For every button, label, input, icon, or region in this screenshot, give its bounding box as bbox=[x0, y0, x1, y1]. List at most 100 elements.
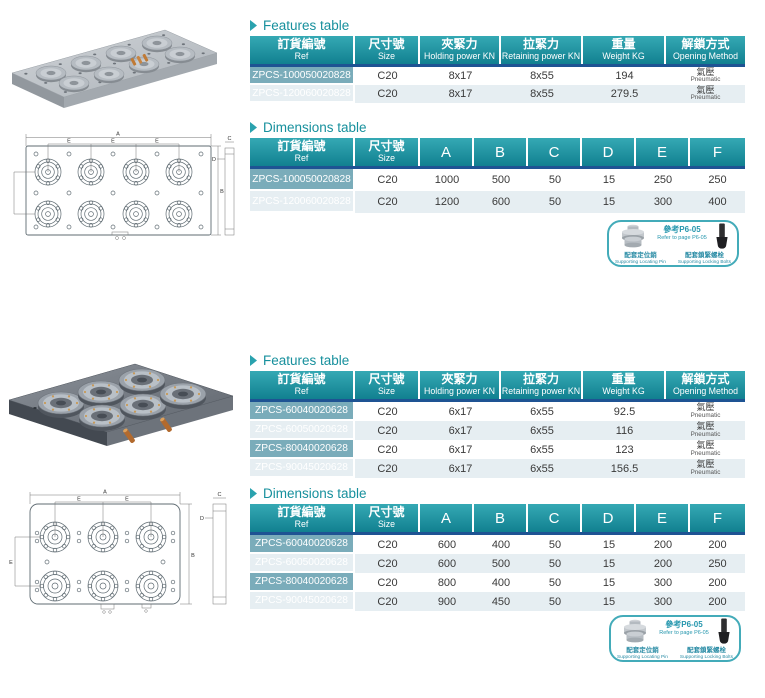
data-cell: 6x17 bbox=[420, 459, 501, 478]
dimensions-table-bottom: 訂貨編號 Ref 尺寸號 Size A B C D E F ZPCS-6004002… bbox=[250, 504, 745, 611]
data-cell: 15 bbox=[582, 592, 636, 611]
data-cell: 15 bbox=[582, 535, 636, 554]
data-cell: C20 bbox=[355, 554, 420, 573]
table-header-row: 訂貨編號 Ref 尺寸號 Size 夾緊力 Holding power KN 拉緊力 R… bbox=[250, 371, 745, 399]
data-cell: 15 bbox=[582, 191, 636, 213]
col-size: 尺寸號 Size bbox=[355, 504, 420, 532]
table-row: ZPCS-80040020628 C20 800 400 50 15 300 2… bbox=[250, 573, 745, 592]
data-cell: 250 bbox=[690, 169, 745, 191]
header-divider bbox=[250, 399, 745, 402]
data-cell: 400 bbox=[474, 535, 528, 554]
data-cell: 200 bbox=[636, 554, 690, 573]
data-cell: 15 bbox=[582, 169, 636, 191]
ref-cell: ZPCS-90045020628 bbox=[250, 459, 355, 478]
data-cell: 200 bbox=[690, 535, 745, 554]
data-cell: 600 bbox=[420, 554, 474, 573]
data-cell: 15 bbox=[582, 573, 636, 592]
dimensions-table-top: 訂貨編號 Ref 尺寸號 Size A B C D E F ZPCS-1000500… bbox=[250, 138, 745, 213]
table-row: ZPCS-60040020628 C20 6x17 6x55 92.5 氣壓 Pn… bbox=[250, 402, 745, 421]
col-b: B bbox=[474, 138, 528, 166]
data-cell: 800 bbox=[420, 573, 474, 592]
col-f: F bbox=[690, 138, 745, 166]
data-cell: 600 bbox=[474, 191, 528, 213]
col-weight: 重量 Weight KG bbox=[583, 36, 666, 64]
chevron-icon bbox=[250, 19, 257, 31]
table-row: ZPCS-100050020828 C20 1000 500 50 15 250… bbox=[250, 169, 745, 191]
air-fittings bbox=[123, 417, 172, 443]
data-cell: 156.5 bbox=[583, 459, 666, 478]
locating-pin-label: 配套定位銷 Supporting Locating Pin bbox=[616, 647, 668, 660]
heading-text: Dimensions table bbox=[263, 485, 367, 501]
locking-bolt-icon bbox=[718, 618, 730, 644]
opening-method-cell: 氣壓 Pneumatic bbox=[666, 421, 745, 440]
col-size: 尺寸號 Size bbox=[355, 36, 420, 64]
heading-text: Features table bbox=[263, 352, 350, 368]
data-cell: 15 bbox=[582, 554, 636, 573]
technical-drawing-6-clamp-plate: A E E B C D E bbox=[9, 490, 227, 614]
table-row: ZPCS-90045020628 C20 6x17 6x55 156.5 氣壓 P… bbox=[250, 459, 745, 478]
header-divider bbox=[250, 532, 745, 535]
col-opening-method: 解鎖方式 Opening Method bbox=[666, 36, 745, 64]
data-cell: 50 bbox=[528, 554, 582, 573]
data-cell: C20 bbox=[355, 421, 420, 440]
table-row: ZPCS-80040020628 C20 6x17 6x55 123 氣壓 Pne… bbox=[250, 440, 745, 459]
table-row: ZPCS-60050020628 C20 6x17 6x55 116 氣壓 Pne… bbox=[250, 421, 745, 440]
data-cell: 6x17 bbox=[420, 421, 501, 440]
data-cell: 6x17 bbox=[420, 440, 501, 459]
data-cell: 200 bbox=[690, 592, 745, 611]
dim-label-c: C bbox=[228, 136, 232, 142]
dim-label-e: E bbox=[111, 139, 115, 145]
data-cell: 123 bbox=[583, 440, 666, 459]
col-retaining-power: 拉緊力 Retaining power KN bbox=[501, 36, 583, 64]
dim-label-b: B bbox=[191, 553, 195, 559]
col-ref: 訂貨編號 Ref bbox=[250, 504, 355, 532]
supporting-parts-box: 參考P6-05 Refer to page P6-05 配套定位銷 Suppor… bbox=[607, 220, 739, 267]
features-table-heading: Features table bbox=[250, 17, 349, 33]
dim-label-a: A bbox=[103, 490, 107, 496]
supporting-parts-box: 參考P6-05 Refer to page P6-05 配套定位銷 Suppor… bbox=[609, 615, 741, 662]
data-cell: 50 bbox=[528, 592, 582, 611]
locking-bolt-icon bbox=[716, 223, 728, 249]
data-cell: 6x17 bbox=[420, 402, 501, 421]
data-cell: 8x17 bbox=[420, 67, 501, 85]
chevron-icon bbox=[250, 354, 257, 366]
ref-cell: ZPCS-80040020628 bbox=[250, 440, 355, 459]
col-c: C bbox=[528, 138, 582, 166]
col-ref: 訂貨編號 Ref bbox=[250, 371, 355, 399]
dim-label-d: D bbox=[200, 516, 204, 522]
data-cell: 8x55 bbox=[501, 85, 583, 103]
table-row: ZPCS-90045020628 C20 900 450 50 15 300 2… bbox=[250, 592, 745, 611]
data-cell: 50 bbox=[528, 535, 582, 554]
col-d: D bbox=[582, 138, 636, 166]
opening-method-cell: 氣壓 Pneumatic bbox=[666, 67, 745, 85]
data-cell: 500 bbox=[474, 554, 528, 573]
ref-cell: ZPCS-90045020628 bbox=[250, 592, 355, 611]
data-cell: 400 bbox=[690, 191, 745, 213]
col-a: A bbox=[420, 138, 474, 166]
ref-cell: ZPCS-120060020828 bbox=[250, 85, 355, 103]
refer-page-label: 參考P6-05 bbox=[663, 225, 701, 235]
data-cell: 300 bbox=[636, 573, 690, 592]
dim-label-e: E bbox=[9, 560, 13, 566]
data-cell: 279.5 bbox=[583, 85, 666, 103]
locating-pin-icon bbox=[622, 224, 645, 248]
locating-pin-label: 配套定位銷 Supporting Locating Pin bbox=[614, 252, 666, 265]
data-cell: 250 bbox=[636, 169, 690, 191]
product-3d-image-8-clamp-plate bbox=[11, 29, 218, 108]
refer-page-sublabel: Refer to page P6-05 bbox=[659, 629, 709, 636]
product-3d-image-6-clamp-plate bbox=[8, 363, 234, 446]
data-cell: 92.5 bbox=[583, 402, 666, 421]
dim-label-a: A bbox=[116, 132, 120, 138]
data-cell: 6x55 bbox=[501, 421, 583, 440]
data-cell: 600 bbox=[420, 535, 474, 554]
features-table-top: 訂貨編號 Ref 尺寸號 Size 夾緊力 Holding power KN 拉緊力 R… bbox=[250, 36, 745, 103]
data-cell: 300 bbox=[636, 592, 690, 611]
ref-cell: ZPCS-60040020628 bbox=[250, 402, 355, 421]
col-holding-power: 夾緊力 Holding power KN bbox=[420, 36, 501, 64]
data-cell: 194 bbox=[583, 67, 666, 85]
data-cell: 500 bbox=[474, 169, 528, 191]
table-row: ZPCS-100050020828 C20 8x17 8x55 194 氣壓 Pn… bbox=[250, 67, 745, 85]
data-cell: C20 bbox=[355, 440, 420, 459]
ref-cell: ZPCS-60040020628 bbox=[250, 535, 355, 554]
